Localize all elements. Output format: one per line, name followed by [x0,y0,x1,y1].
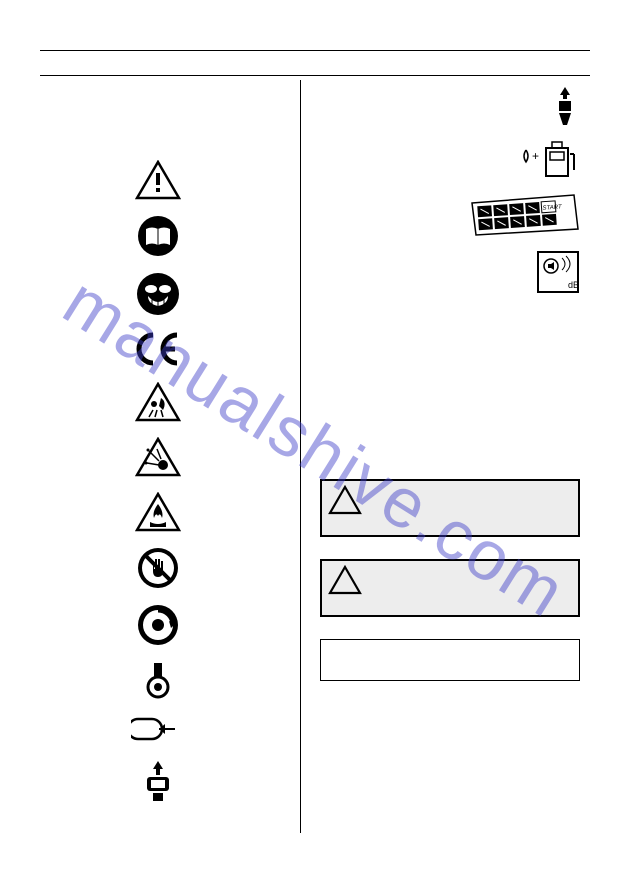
svg-text:dB: dB [568,280,579,290]
warning-triangle-icon [135,160,181,205]
warning-flying-debris-icon [135,437,181,482]
warning-fire-icon [135,492,181,537]
start-procedure-label-icon: START [470,193,580,242]
header-rule-1 [40,50,590,51]
header-rule-2 [40,75,590,76]
read-manual-icon [137,215,179,262]
ce-mark-icon [135,331,181,372]
right-icon-column: + START [320,85,580,299]
note-box [320,639,580,681]
warning-triangle-small-icon [328,485,362,515]
column-divider [300,80,301,833]
fuel-mix-pump-icon: + [516,140,580,185]
left-icon-column [128,160,188,808]
svg-text:+: + [532,149,539,163]
switch-toggle-icon [138,661,178,704]
wear-goggles-mask-icon [136,272,180,321]
choke-lever-down-icon [141,759,175,808]
rotation-direction-icon [137,604,179,651]
info-boxes-container [320,479,580,681]
primer-bulb-icon [131,714,185,749]
warning-box-1 [320,479,580,537]
sound-level-badge-icon: dB [536,250,580,299]
warning-triangle-small-icon [328,565,362,595]
no-hands-icon [137,547,179,594]
choke-lever-up-icon [550,85,580,132]
warning-box-2 [320,559,580,617]
warning-poison-icon [135,382,181,427]
